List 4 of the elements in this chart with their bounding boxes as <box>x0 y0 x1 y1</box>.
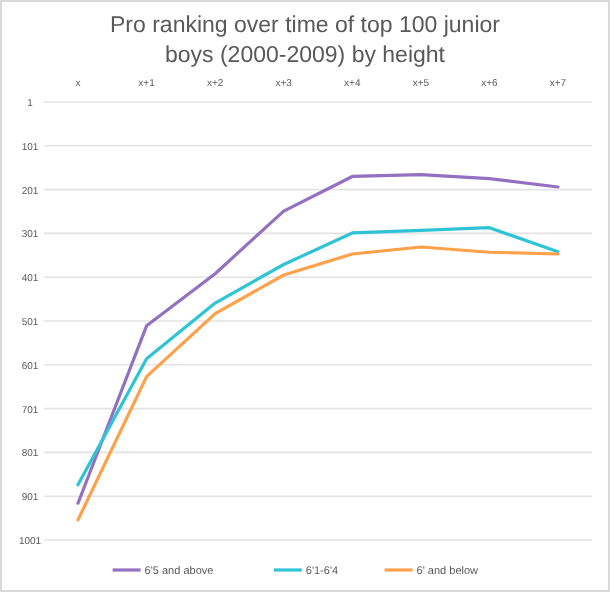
line-series <box>76 226 560 487</box>
line-series <box>76 173 560 505</box>
chart-title: Pro ranking over time of top 100 junior boys (2000-2009) by height <box>110 14 501 68</box>
line-series <box>76 245 560 522</box>
